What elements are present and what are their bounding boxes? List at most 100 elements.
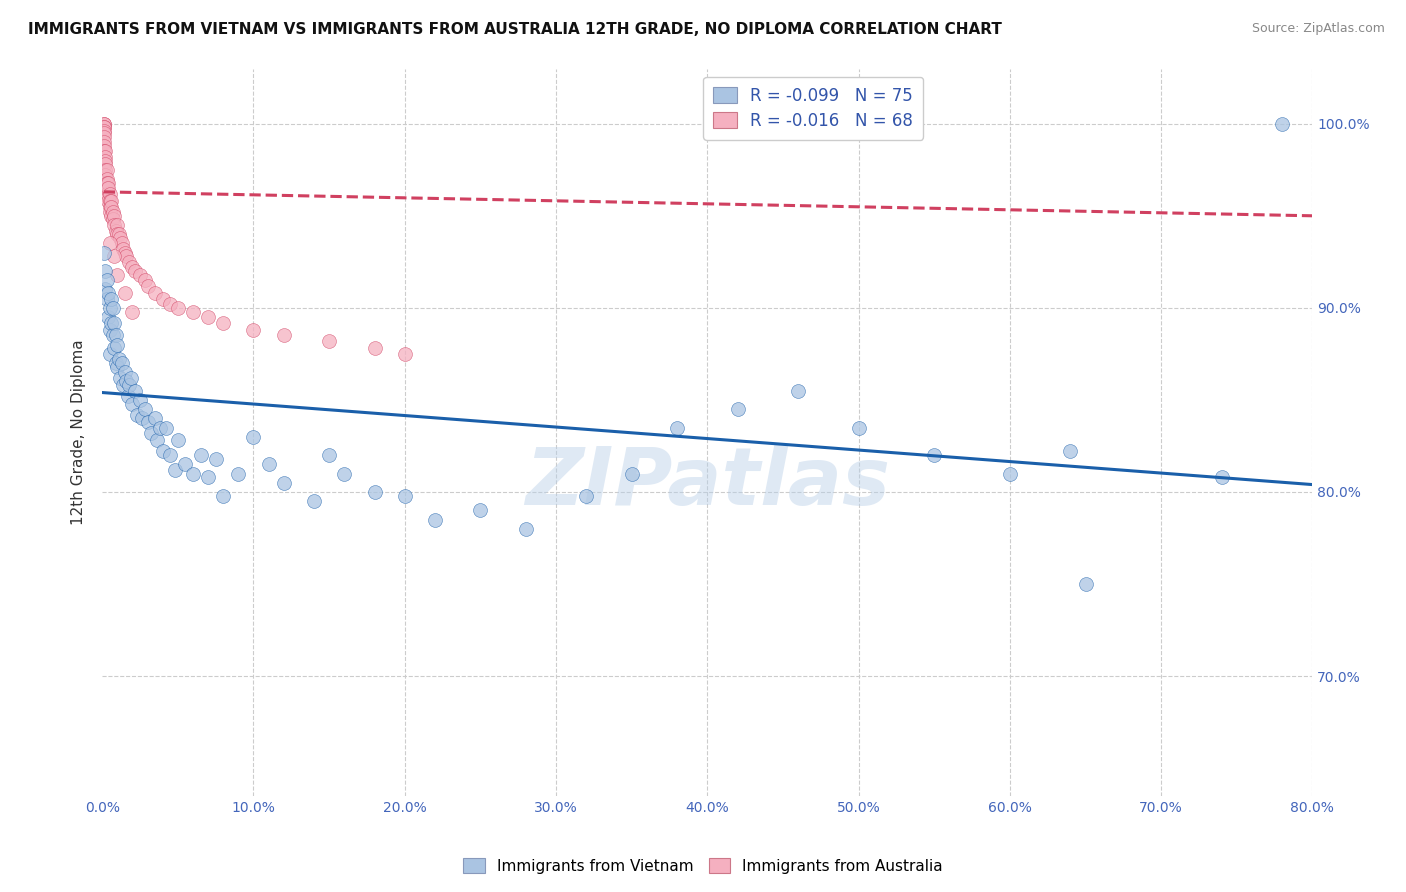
Point (318, 448, 340, 462)
Point (620, 467, 643, 481)
Point (129, 268, 152, 282)
Point (143, 286, 166, 301)
Legend: R = -0.099   N = 75, R = -0.016   N = 68: R = -0.099 N = 75, R = -0.016 N = 68 (703, 77, 922, 139)
Text: IMMIGRANTS FROM VIETNAM VS IMMIGRANTS FROM AUSTRALIA 12TH GRADE, NO DIPLOMA CORR: IMMIGRANTS FROM VIETNAM VS IMMIGRANTS FR… (28, 22, 1002, 37)
Point (96, 273, 118, 287)
Point (228, 467, 250, 481)
Point (124, 384, 146, 398)
Legend: Immigrants from Vietnam, Immigrants from Australia: Immigrants from Vietnam, Immigrants from… (457, 852, 949, 880)
Point (111, 236, 134, 251)
Point (152, 444, 174, 458)
Point (204, 451, 226, 466)
Point (848, 420, 870, 434)
Point (1271, 117, 1294, 131)
Point (101, 212, 124, 227)
Point (98, 301, 121, 315)
Point (94, 162, 117, 177)
Point (110, 371, 132, 385)
Point (101, 205, 124, 219)
Point (103, 316, 125, 330)
Point (100, 194, 122, 208)
Point (114, 245, 136, 260)
Point (93, 120, 115, 135)
Point (96, 172, 118, 186)
Point (101, 301, 124, 315)
Point (98, 205, 121, 219)
Point (111, 356, 134, 370)
Point (103, 218, 125, 232)
Point (115, 249, 138, 263)
Point (159, 448, 181, 462)
Point (103, 209, 125, 223)
Point (181, 304, 204, 318)
Point (93, 129, 115, 144)
Point (155, 420, 177, 434)
Point (105, 337, 128, 351)
Point (125, 408, 148, 422)
Point (117, 389, 139, 403)
Y-axis label: 12th Grade, No Diploma: 12th Grade, No Diploma (72, 339, 86, 524)
Point (118, 255, 141, 269)
Point (97, 286, 120, 301)
Point (394, 489, 416, 503)
Point (121, 304, 143, 318)
Point (104, 223, 127, 237)
Point (181, 467, 204, 481)
Point (1211, 470, 1233, 484)
Point (1059, 444, 1081, 458)
Point (998, 467, 1021, 481)
Point (174, 458, 197, 472)
Point (363, 342, 385, 356)
Point (100, 316, 122, 330)
Point (105, 218, 128, 232)
Point (94, 264, 117, 278)
Point (93, 135, 115, 149)
Point (98, 236, 121, 251)
Point (139, 425, 162, 440)
Point (93, 117, 115, 131)
Point (115, 375, 138, 389)
Point (131, 411, 153, 425)
Point (212, 316, 235, 330)
Point (104, 356, 127, 370)
Point (103, 249, 125, 263)
Point (93, 117, 115, 131)
Point (197, 470, 219, 484)
Point (93, 245, 115, 260)
Point (124, 264, 146, 278)
Point (787, 384, 810, 398)
Point (666, 420, 689, 434)
Point (273, 328, 295, 343)
Point (110, 231, 132, 245)
Point (394, 347, 416, 361)
Point (159, 297, 181, 311)
Point (363, 485, 385, 500)
Point (112, 378, 135, 392)
Point (96, 292, 118, 306)
Point (100, 292, 122, 306)
Point (134, 273, 156, 287)
Point (470, 503, 492, 517)
Point (103, 342, 125, 356)
Point (257, 458, 280, 472)
Point (727, 402, 749, 417)
Point (190, 448, 212, 462)
Point (100, 209, 122, 223)
Point (134, 402, 156, 417)
Point (114, 286, 136, 301)
Point (121, 396, 143, 410)
Point (105, 227, 128, 242)
Point (108, 227, 131, 242)
Point (145, 434, 167, 448)
Point (93, 145, 115, 159)
Point (166, 301, 188, 315)
Point (94, 157, 117, 171)
Point (121, 260, 143, 275)
Point (149, 420, 172, 434)
Point (136, 278, 159, 293)
Point (118, 378, 141, 392)
Point (93, 120, 115, 135)
Point (96, 176, 118, 190)
Point (94, 145, 117, 159)
Point (166, 434, 188, 448)
